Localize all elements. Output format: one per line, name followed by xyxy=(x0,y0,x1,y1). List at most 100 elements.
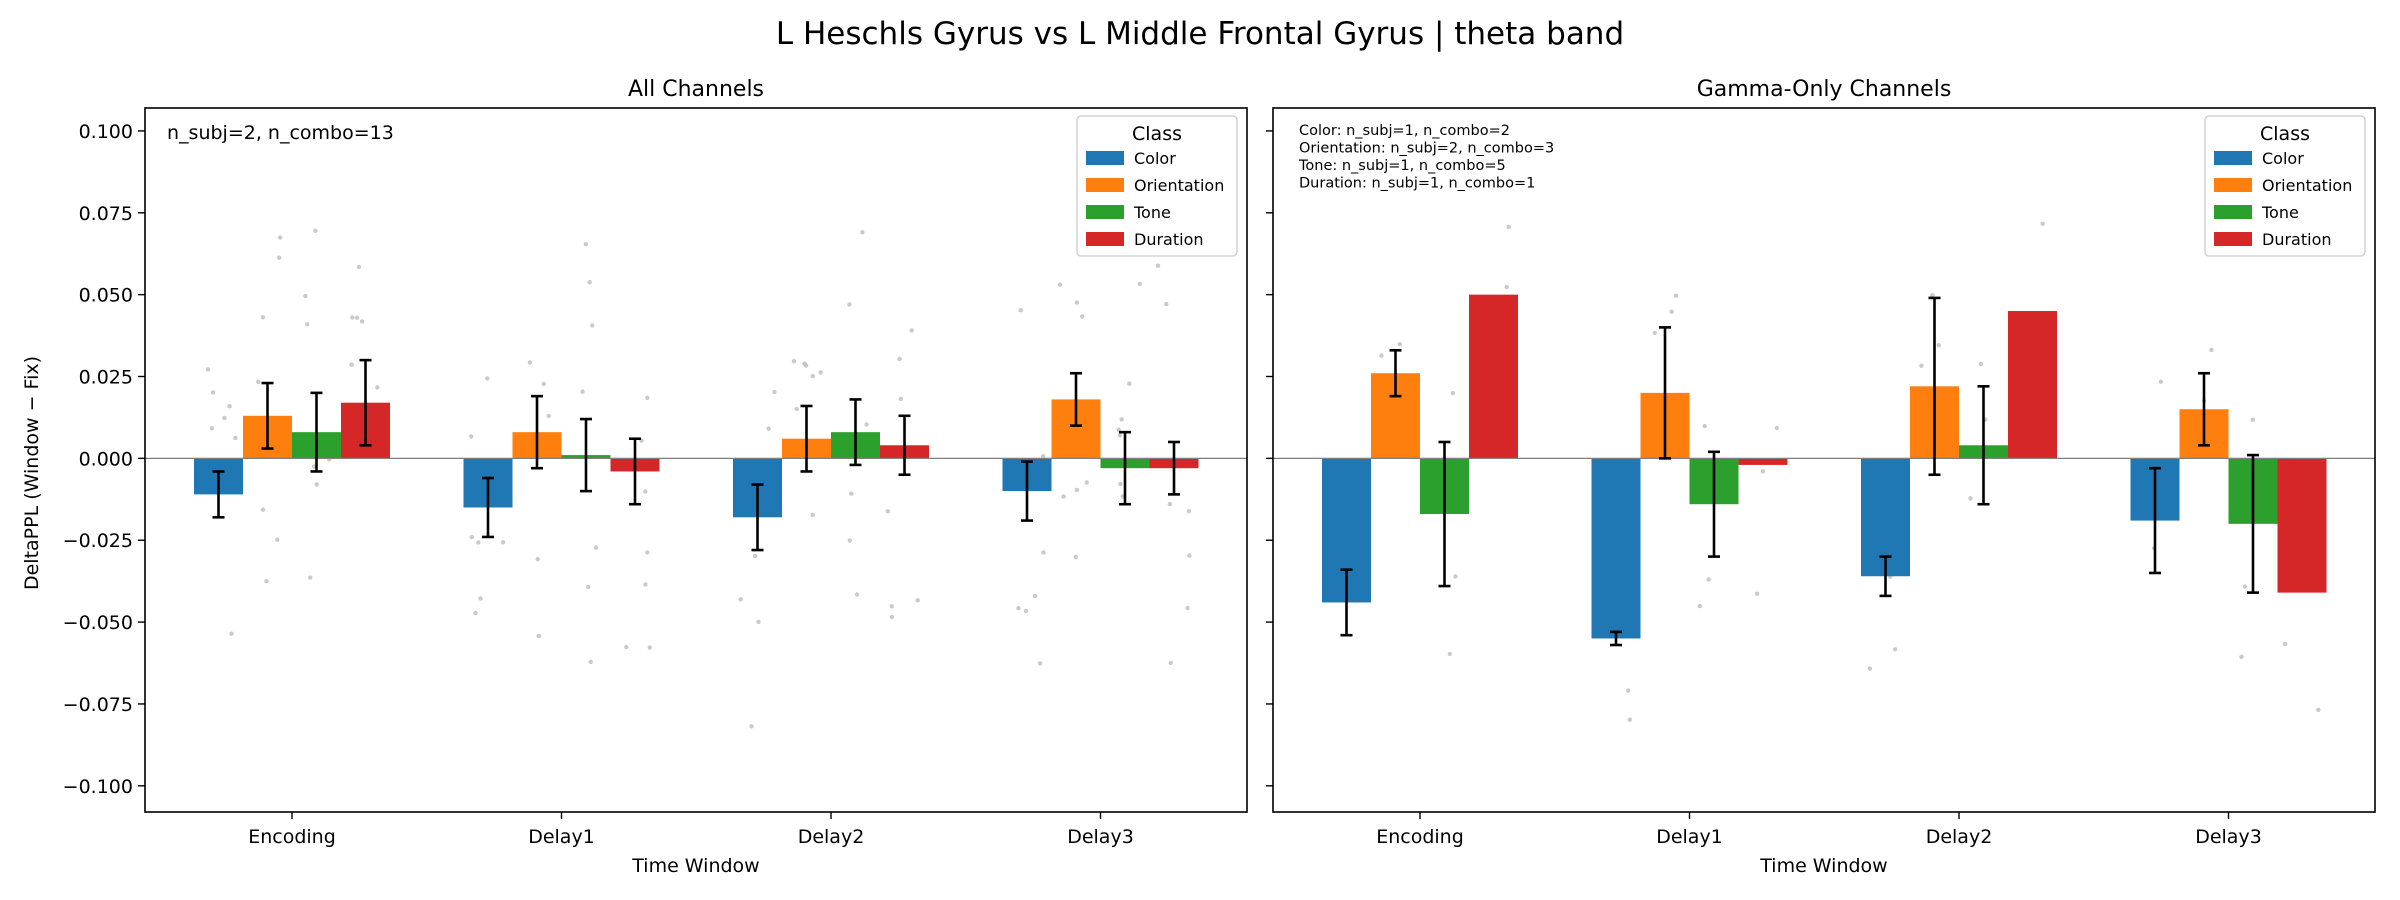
jitter-point xyxy=(864,422,869,427)
legend: Class Color Orientation Tone Duration xyxy=(2204,115,2366,257)
legend-label-duration: Duration xyxy=(1134,230,1204,249)
error-bar-tone-delay1 xyxy=(1708,450,1720,558)
error-bar-duration-encoding xyxy=(359,358,372,447)
jitter-point xyxy=(527,360,533,365)
jitter-point xyxy=(897,356,902,362)
y-tick-label: −0.025 xyxy=(63,530,133,552)
annotation-line: Tone: n_subj=1, n_combo=5 xyxy=(1298,158,1506,174)
legend-label-color: Color xyxy=(2262,149,2304,168)
jitter-point xyxy=(854,592,860,597)
jitter-point xyxy=(1673,293,1679,298)
jitter-point xyxy=(749,724,754,729)
error-bar-duration-delay1 xyxy=(629,437,641,506)
bar-duration-delay2 xyxy=(2008,311,2057,459)
jitter-point xyxy=(375,385,380,390)
legend-swatch-duration xyxy=(2214,232,2252,246)
jitter-point xyxy=(1185,605,1190,611)
jitter-point xyxy=(2242,584,2248,589)
legend-label-duration: Duration xyxy=(2262,230,2332,249)
jitter-point xyxy=(277,235,283,240)
legend-label-orientation: Orientation xyxy=(1134,176,1224,195)
jitter-point xyxy=(1137,281,1142,287)
jitter-point xyxy=(210,390,216,395)
jitter-point xyxy=(305,322,310,327)
error-bar-orientation-delay2 xyxy=(800,404,813,473)
legend: Class Color Orientation Tone Duration xyxy=(1076,115,1238,257)
jitter-point xyxy=(580,389,585,394)
legend-swatch-orientation xyxy=(1086,178,1124,192)
x-tick-label-delay3: Delay3 xyxy=(1067,826,1134,848)
jitter-point xyxy=(222,415,227,421)
jitter-point xyxy=(1760,469,1766,474)
panel-gamma-only-channels: Gamma-Only Channels Encoding Delay1 Delay2 D… xyxy=(1266,77,2376,877)
y-tick-label: 0.050 xyxy=(79,285,133,307)
error-bar-tone-encoding xyxy=(310,391,323,473)
jitter-point xyxy=(1037,661,1043,666)
jitter-point xyxy=(546,413,551,419)
jitter-point xyxy=(473,610,478,616)
jitter-point xyxy=(772,389,777,395)
jitter-point xyxy=(277,255,282,260)
jitter-point xyxy=(1702,423,1707,429)
jitter-point xyxy=(847,538,852,543)
jitter-point xyxy=(1084,480,1090,485)
y-tick-label: −0.075 xyxy=(63,694,133,716)
legend-swatch-color xyxy=(2214,151,2252,165)
jitter-point xyxy=(260,315,266,320)
error-bar-duration-delay2 xyxy=(898,414,911,477)
x-tick-label-encoding: Encoding xyxy=(1376,826,1464,848)
jitter-point xyxy=(1168,660,1173,666)
jitter-point xyxy=(898,396,903,402)
legend-swatch-color xyxy=(1086,151,1124,165)
legend-label-tone: Tone xyxy=(2261,203,2299,222)
jitter-point xyxy=(915,598,920,603)
jitter-point xyxy=(802,361,807,366)
jitter-point xyxy=(2250,417,2255,422)
jitter-point xyxy=(2158,379,2164,384)
y-tick-label: 0.025 xyxy=(79,367,133,389)
error-bar-orientation-delay1 xyxy=(1659,326,1671,460)
jitter-point xyxy=(535,557,540,562)
error-bar-orientation-encoding xyxy=(261,381,274,450)
x-tick-label-delay2: Delay2 xyxy=(798,826,865,848)
figure-title: L Heschls Gyrus vs L Middle Frontal Gyru… xyxy=(776,16,1624,52)
y-tick-label: −0.050 xyxy=(63,612,133,634)
jitter-point xyxy=(1774,425,1780,431)
legend-swatch-tone xyxy=(2214,205,2252,219)
jitter-point xyxy=(349,362,354,367)
bar-color-delay1 xyxy=(1591,458,1641,639)
jitter-point xyxy=(752,553,758,559)
jitter-point xyxy=(1968,496,1973,501)
error-bar-tone-delay3 xyxy=(1119,430,1131,506)
y-tick-label: −0.100 xyxy=(63,776,133,798)
jitter-point xyxy=(500,540,506,545)
error-bar-orientation-delay1 xyxy=(531,394,543,470)
jitter-point xyxy=(1453,574,1458,579)
jitter-point xyxy=(476,540,481,545)
jitter-point xyxy=(860,230,865,235)
annotation-text: n_subj=2, n_combo=13 xyxy=(167,122,394,144)
error-bar-color-delay2 xyxy=(751,483,764,552)
error-bar-orientation-delay3 xyxy=(2198,371,2210,447)
jitter-point xyxy=(2040,221,2045,226)
bar-duration-delay1 xyxy=(1738,458,1788,465)
jitter-point xyxy=(1155,263,1161,268)
jitter-point xyxy=(1164,301,1169,307)
jitter-point xyxy=(1074,487,1080,493)
jitter-point xyxy=(1379,353,1384,358)
jitter-point xyxy=(1450,390,1456,396)
jitter-point xyxy=(233,435,238,441)
jitter-point xyxy=(1018,308,1023,313)
jitter-point xyxy=(849,491,854,496)
jitter-point xyxy=(469,534,474,540)
jitter-point xyxy=(1032,593,1038,599)
legend-label-color: Color xyxy=(1134,149,1176,168)
jitter-point xyxy=(1867,666,1873,671)
jitter-point xyxy=(909,328,914,333)
error-bar-tone-delay3 xyxy=(2247,453,2259,594)
jitter-point xyxy=(313,228,318,233)
jitter-point xyxy=(1061,494,1066,499)
legend-label-orientation: Orientation xyxy=(2262,176,2352,195)
jitter-point xyxy=(1754,591,1760,596)
jitter-point xyxy=(1919,363,1924,368)
